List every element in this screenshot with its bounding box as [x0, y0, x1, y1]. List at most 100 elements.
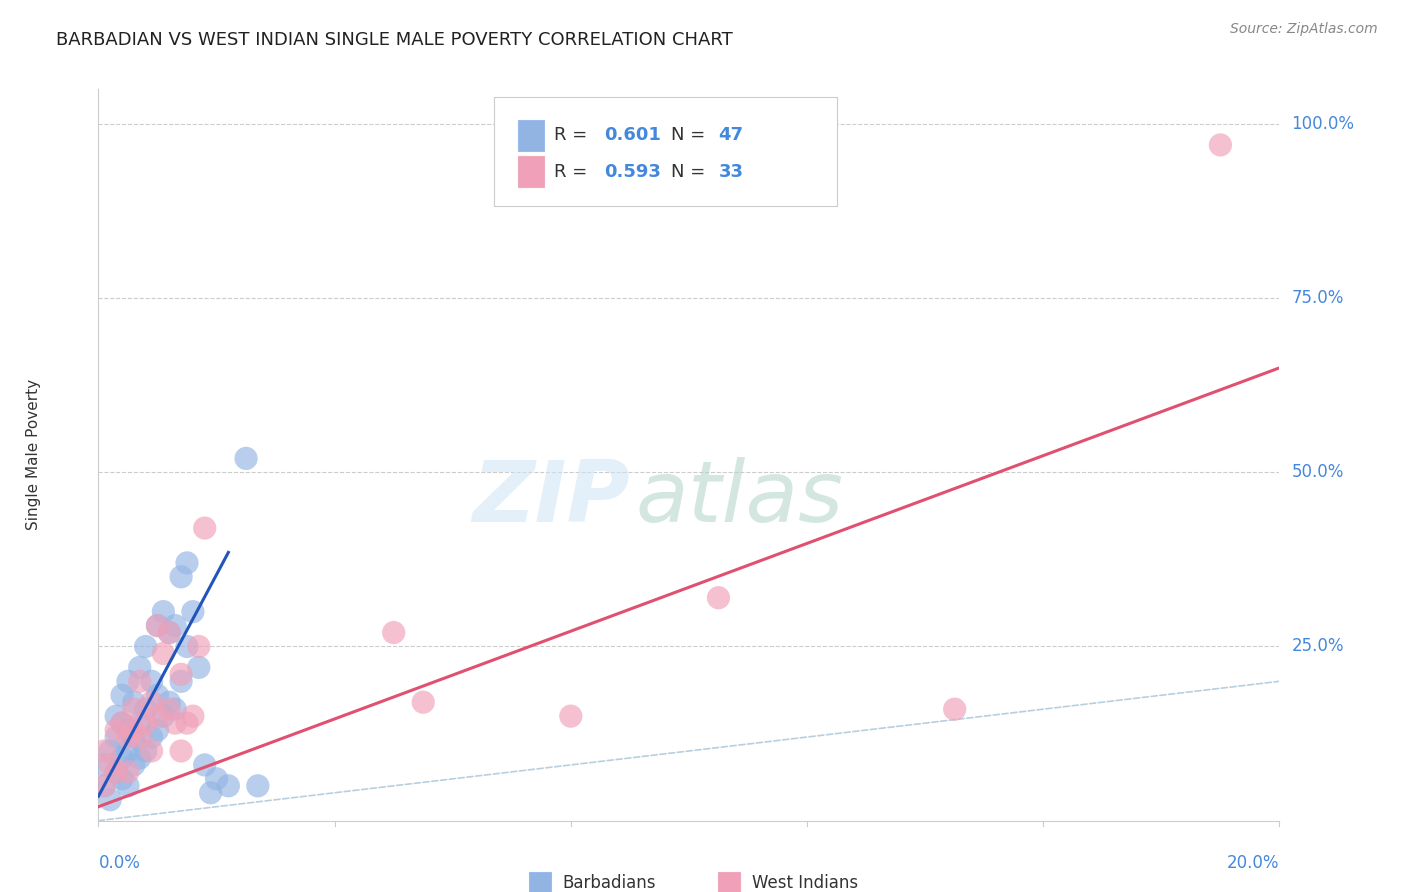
Point — [111, 688, 134, 702]
Point — [93, 758, 115, 772]
Text: 33: 33 — [718, 163, 744, 181]
Point — [122, 730, 145, 744]
Point — [194, 758, 217, 772]
Point — [111, 772, 134, 786]
Point — [135, 744, 157, 758]
Point — [141, 744, 163, 758]
Point — [165, 716, 187, 731]
Bar — [530, 871, 551, 892]
Point — [105, 764, 128, 779]
Text: 0.593: 0.593 — [605, 163, 661, 181]
Point — [176, 556, 198, 570]
Point — [205, 772, 228, 786]
Text: 0.0%: 0.0% — [98, 854, 141, 871]
Bar — [517, 156, 544, 187]
Text: N =: N = — [671, 127, 711, 145]
Point — [122, 702, 145, 716]
Point — [135, 640, 157, 654]
Point — [105, 730, 128, 744]
Bar — [517, 120, 544, 151]
Point — [170, 570, 193, 584]
Point — [128, 716, 150, 731]
Point — [146, 618, 169, 632]
FancyBboxPatch shape — [494, 96, 837, 206]
Point — [412, 695, 434, 709]
Point — [117, 744, 139, 758]
Point — [117, 723, 139, 737]
Text: 100.0%: 100.0% — [1291, 115, 1354, 133]
Text: Single Male Poverty: Single Male Poverty — [25, 379, 41, 531]
Point — [170, 674, 193, 689]
Point — [146, 618, 169, 632]
Text: R =: R = — [554, 127, 593, 145]
Text: R =: R = — [554, 163, 593, 181]
Point — [128, 660, 150, 674]
Text: 0.601: 0.601 — [605, 127, 661, 145]
Point — [141, 695, 163, 709]
Point — [560, 709, 582, 723]
Point — [122, 695, 145, 709]
Point — [111, 751, 134, 765]
Text: 47: 47 — [718, 127, 744, 145]
Point — [187, 660, 209, 674]
Point — [152, 709, 174, 723]
Point — [170, 667, 193, 681]
Text: Barbadians: Barbadians — [562, 874, 657, 892]
Point — [117, 779, 139, 793]
Point — [146, 723, 169, 737]
Point — [117, 674, 139, 689]
Text: atlas: atlas — [636, 458, 844, 541]
Point — [246, 779, 269, 793]
Point — [93, 744, 115, 758]
Point — [943, 702, 966, 716]
Point — [181, 709, 204, 723]
Point — [194, 521, 217, 535]
Point — [111, 716, 134, 731]
Point — [235, 451, 257, 466]
Point — [152, 647, 174, 661]
Point — [93, 779, 115, 793]
Point — [141, 730, 163, 744]
Point — [187, 640, 209, 654]
Text: BARBADIAN VS WEST INDIAN SINGLE MALE POVERTY CORRELATION CHART: BARBADIAN VS WEST INDIAN SINGLE MALE POV… — [56, 31, 733, 49]
Point — [128, 751, 150, 765]
Point — [152, 605, 174, 619]
Point — [117, 764, 139, 779]
Point — [1209, 137, 1232, 152]
Point — [217, 779, 239, 793]
Point — [707, 591, 730, 605]
Point — [135, 716, 157, 731]
Point — [382, 625, 405, 640]
Point — [141, 674, 163, 689]
Point — [135, 702, 157, 716]
Point — [146, 688, 169, 702]
Point — [98, 758, 121, 772]
Point — [122, 723, 145, 737]
Point — [93, 779, 115, 793]
Text: Source: ZipAtlas.com: Source: ZipAtlas.com — [1230, 22, 1378, 37]
Point — [157, 702, 180, 716]
Point — [165, 702, 187, 716]
Text: 25.0%: 25.0% — [1291, 638, 1344, 656]
Point — [176, 716, 198, 731]
Point — [105, 723, 128, 737]
Point — [111, 716, 134, 731]
Text: ZIP: ZIP — [472, 458, 630, 541]
Text: 20.0%: 20.0% — [1227, 854, 1279, 871]
Point — [146, 709, 169, 723]
Point — [157, 695, 180, 709]
Point — [165, 618, 187, 632]
Point — [170, 744, 193, 758]
Point — [181, 605, 204, 619]
Point — [98, 744, 121, 758]
Point — [157, 625, 180, 640]
Text: West Indians: West Indians — [752, 874, 858, 892]
Point — [98, 793, 121, 807]
Point — [105, 709, 128, 723]
Point — [122, 758, 145, 772]
Text: 50.0%: 50.0% — [1291, 463, 1344, 482]
Point — [105, 764, 128, 779]
Text: N =: N = — [671, 163, 711, 181]
Point — [176, 640, 198, 654]
Bar — [718, 871, 740, 892]
